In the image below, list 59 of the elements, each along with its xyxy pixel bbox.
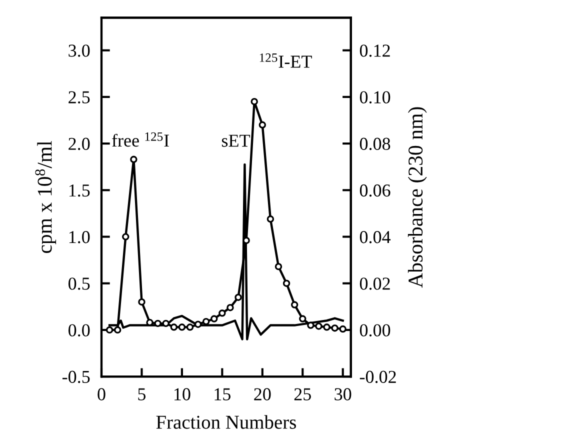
y2-tick-label: 0.00 [360, 324, 390, 336]
x-axis-title: Fraction Numbers [156, 415, 296, 429]
y-tick-label: -0.5 [62, 370, 90, 384]
point [106, 326, 114, 334]
point [258, 121, 266, 129]
y-tick-label: 2.5 [68, 91, 90, 104]
point [122, 233, 130, 240]
x-tick-label: 20 [254, 388, 271, 400]
x-tick-label: 30 [334, 388, 352, 400]
y2-tick-label: 0.10 [360, 91, 390, 104]
y-tick-label: 3.0 [68, 44, 90, 57]
x-tick-label: 10 [174, 388, 190, 400]
point [282, 280, 290, 287]
y2-tick-label: 0.08 [360, 138, 390, 150]
point [162, 320, 170, 328]
annotation: sET [222, 134, 250, 147]
y-tick-label: 1.0 [69, 231, 90, 244]
point [226, 304, 234, 312]
y2-tick-label: -0.02 [360, 370, 396, 384]
y2-tick-label: 0.02 [360, 278, 390, 290]
point [154, 320, 162, 328]
point [210, 315, 218, 322]
y-tick-label: 0.0 [68, 324, 90, 336]
y-tick-label: 2.0 [68, 138, 90, 150]
point [307, 322, 314, 329]
point [114, 326, 122, 334]
point [290, 301, 298, 308]
point [266, 215, 274, 223]
point [130, 156, 138, 163]
point [234, 294, 242, 301]
point [331, 324, 338, 332]
point [170, 324, 178, 331]
y-tick-label: 1.5 [69, 184, 90, 197]
point [242, 236, 250, 244]
point [323, 324, 330, 331]
point [339, 325, 346, 333]
y2-tick-label: 0.04 [360, 231, 391, 244]
point [274, 262, 282, 270]
y2-axis-title: Absorbance (230 nm) [408, 107, 427, 288]
annotation: free $^{125}$I [112, 132, 169, 147]
point [146, 318, 154, 326]
point [250, 98, 258, 106]
x-tick-label: 25 [294, 388, 311, 400]
y2-tick-label: 0.06 [360, 184, 390, 197]
point [138, 298, 146, 306]
point [178, 324, 186, 331]
y-axis-title: cpm x 10$^{8}$/ml [35, 140, 56, 254]
x-tick-label: 0 [98, 388, 106, 400]
y-tick-label: 0.5 [68, 278, 90, 290]
annotation: $^{125}$I-ET [260, 53, 312, 68]
point [186, 324, 194, 331]
y2-tick-label: 0.12 [360, 44, 390, 57]
point [202, 318, 210, 326]
point [299, 315, 306, 322]
point [218, 310, 226, 317]
point [194, 320, 202, 328]
x-tick-label: 15 [214, 388, 230, 400]
x-tick-label: 5 [138, 388, 146, 400]
point [315, 322, 322, 330]
